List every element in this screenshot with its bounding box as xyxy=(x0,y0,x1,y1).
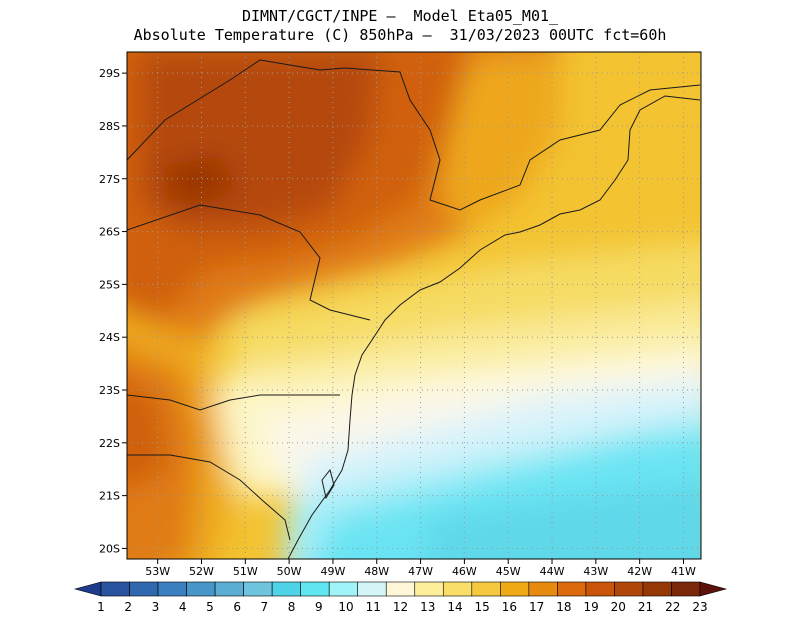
lon-label-41W: 41W xyxy=(671,565,696,578)
graticule xyxy=(127,52,701,559)
colorbar-label-13: 13 xyxy=(420,600,435,614)
colorbar-label-11: 11 xyxy=(366,600,381,614)
colorbar-label-17: 17 xyxy=(529,600,544,614)
colorbar-label-15: 15 xyxy=(475,600,490,614)
colorbar-swatch xyxy=(300,581,330,597)
lon-label-47W: 47W xyxy=(408,565,433,578)
colorbar-swatch xyxy=(243,581,273,597)
colorbar-label-18: 18 xyxy=(556,600,571,614)
colorbar-swatch xyxy=(214,581,244,597)
temperature-field xyxy=(127,52,701,559)
colorbar-label-6: 6 xyxy=(233,600,241,614)
colorbar-label-4: 4 xyxy=(179,600,187,614)
state-border-south xyxy=(127,394,340,411)
colorbar-label-2: 2 xyxy=(124,600,132,614)
colorbar-label-10: 10 xyxy=(338,600,353,614)
lat-label-26S: 26S xyxy=(99,226,120,239)
lat-label-28S: 28S xyxy=(99,120,120,133)
colorbar-swatch xyxy=(129,581,159,597)
lon-label-48W: 48W xyxy=(364,565,389,578)
colorbar-swatch xyxy=(100,581,130,597)
colorbar-label-8: 8 xyxy=(288,600,296,614)
colorbar-label-23: 23 xyxy=(692,600,707,614)
lagoon xyxy=(321,468,335,500)
lon-label-46W: 46W xyxy=(452,565,477,578)
lon-label-45W: 45W xyxy=(496,565,521,578)
colorbar-arrow-right xyxy=(699,581,728,597)
colorbar-label-12: 12 xyxy=(393,600,408,614)
lat-label-25S: 25S xyxy=(99,278,120,291)
colorbar-swatch xyxy=(186,581,216,597)
colorbar-label-9: 9 xyxy=(315,600,323,614)
lon-label-43W: 43W xyxy=(583,565,608,578)
lat-label-23S: 23S xyxy=(99,384,120,397)
colorbar-swatch xyxy=(357,581,387,597)
coastline xyxy=(287,95,701,559)
colorbar-swatch xyxy=(614,581,644,597)
colorbar-arrow-left xyxy=(73,581,102,597)
colorbar-swatch xyxy=(671,581,701,597)
map-frame xyxy=(126,51,702,560)
colorbar-swatch xyxy=(385,581,416,597)
colorbar-swatch xyxy=(414,581,444,597)
lon-label-49W: 49W xyxy=(321,565,346,578)
lat-label-24S: 24S xyxy=(99,331,120,344)
title-line-2: Absolute Temperature (C) 850hPa – 31/03/… xyxy=(133,26,667,44)
colorbar-swatch xyxy=(271,581,301,597)
boundaries xyxy=(127,59,701,559)
zone-21 xyxy=(165,155,240,205)
colorbar-swatch xyxy=(442,581,473,597)
lon-label-42W: 42W xyxy=(627,565,652,578)
colorbar-swatch xyxy=(528,581,558,597)
state-border-north xyxy=(127,59,701,211)
title-line-1: DIMNT/CGCT/INPE – Model Eta05_M01_ xyxy=(241,7,559,25)
colorbar-label-20: 20 xyxy=(611,600,626,614)
colorbar-label-21: 21 xyxy=(638,600,653,614)
colorbar-swatch xyxy=(500,581,530,597)
zone-sw-19 xyxy=(127,378,170,489)
lon-label-52W: 52W xyxy=(189,565,214,578)
colorbar-swatch xyxy=(642,581,672,597)
colorbar-label-16: 16 xyxy=(502,600,517,614)
colorbar-swatch xyxy=(328,581,359,597)
lat-label-22S: 22S xyxy=(99,437,120,450)
colorbar-label-7: 7 xyxy=(261,600,269,614)
colorbar-label-5: 5 xyxy=(206,600,214,614)
lon-label-44W: 44W xyxy=(540,565,565,578)
colorbar-swatch xyxy=(585,581,615,597)
colorbar-swatch xyxy=(157,581,187,597)
state-border-mid xyxy=(127,204,371,321)
lon-label-50W: 50W xyxy=(277,565,302,578)
colorbar-label-19: 19 xyxy=(583,600,598,614)
zone-17 xyxy=(440,52,560,230)
lat-label-20S: 20S xyxy=(99,542,120,555)
colorbar-label-3: 3 xyxy=(152,600,160,614)
colorbar-label-22: 22 xyxy=(665,600,680,614)
colorbar-swatch xyxy=(557,581,587,597)
lon-label-51W: 51W xyxy=(233,565,258,578)
axis-ticks: 20S 21S 22S 23S 24S 25S 26S 27S 28S 29S 53W 52W 51W 5… xyxy=(99,67,696,578)
state-border-sw xyxy=(127,454,291,541)
lat-label-27S: 27S xyxy=(99,173,120,186)
colorbar-label-1: 1 xyxy=(97,600,105,614)
zone-8 xyxy=(425,482,701,559)
lat-label-29S: 29S xyxy=(99,67,120,80)
lat-label-21S: 21S xyxy=(99,490,120,503)
colorbar-label-14: 14 xyxy=(447,600,462,614)
colorbar: 1 2 3 4 5 6 7 8 9 10 11 12 13 14 15 16 17 18 19 20 21 22 23 xyxy=(73,581,728,614)
colorbar-swatch xyxy=(471,581,501,597)
lon-label-53W: 53W xyxy=(145,565,170,578)
